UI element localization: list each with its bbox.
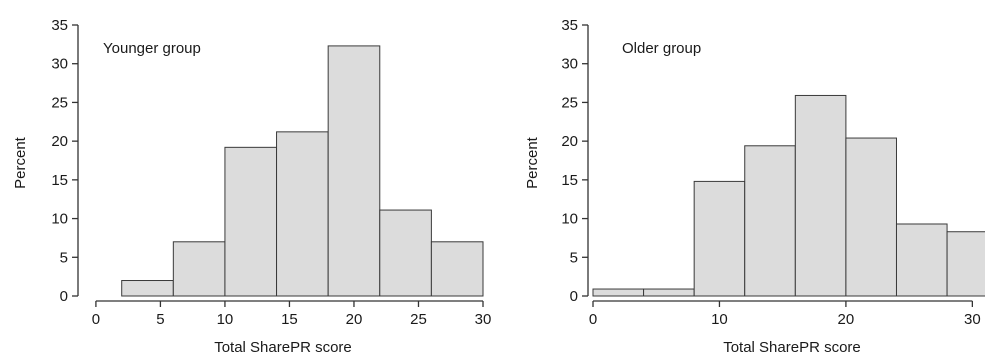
histogram-bar [693,180,746,297]
x-tick-label: 5 [156,311,164,328]
x-tick-label: 10 [711,311,728,328]
y-tick-label: 20 [51,133,68,150]
x-tick-label: 30 [475,311,492,328]
histogram-bar [794,94,847,297]
y-tick-label: 30 [561,56,578,73]
y-tick-label: 20 [561,133,578,150]
histogram-bar [172,241,226,297]
x-axis-label: Total SharePR score [214,339,352,356]
older-group-panel: Older group Total SharePR score Percent … [524,17,985,356]
y-tick-label: 25 [51,94,68,111]
y-tick-label: 0 [570,288,578,305]
x-tick-label: 0 [589,311,597,328]
histogram-bar [121,280,174,297]
x-tick-label: 15 [281,311,298,328]
younger-group-panel: Younger group Total SharePR score Percen… [12,17,491,356]
bars [592,94,985,297]
y-tick-label: 10 [51,211,68,228]
x-tick-label: 10 [217,311,234,328]
y-tick-label: 15 [561,172,578,189]
histogram-bar [327,45,381,297]
y-tick-label: 5 [60,249,68,266]
histogram-bar [895,223,948,297]
y-tick-label: 0 [60,288,68,305]
y-axis-label: Percent [524,136,541,189]
y-tick-label: 10 [561,211,578,228]
histogram-bar [276,131,329,297]
y-tick-label: 25 [561,94,578,111]
histogram-bar [845,137,897,297]
histogram-bar [592,288,645,297]
bars [121,45,484,297]
x-tick-label: 20 [838,311,855,328]
histogram-bar [946,231,985,297]
y-tick-label: 15 [51,172,68,189]
y-tick-label: 30 [51,56,68,73]
x-axis-label: Total SharePR score [723,339,861,356]
y-axis-label: Percent [12,136,29,189]
histogram-bar [379,209,432,297]
histogram-bar [643,288,695,297]
x-tick-label: 0 [92,311,100,328]
panel-title: Older group [622,40,701,57]
y-tick-label: 5 [570,249,578,266]
histogram-bar [224,146,278,297]
histogram-bar [744,145,796,297]
x-tick-label: 20 [346,311,363,328]
x-tick-label: 25 [410,311,427,328]
panel-title: Younger group [103,40,201,57]
y-tick-label: 35 [51,17,68,34]
y-tick-label: 35 [561,17,578,34]
x-tick-label: 30 [964,311,981,328]
histogram-bar [430,241,484,297]
